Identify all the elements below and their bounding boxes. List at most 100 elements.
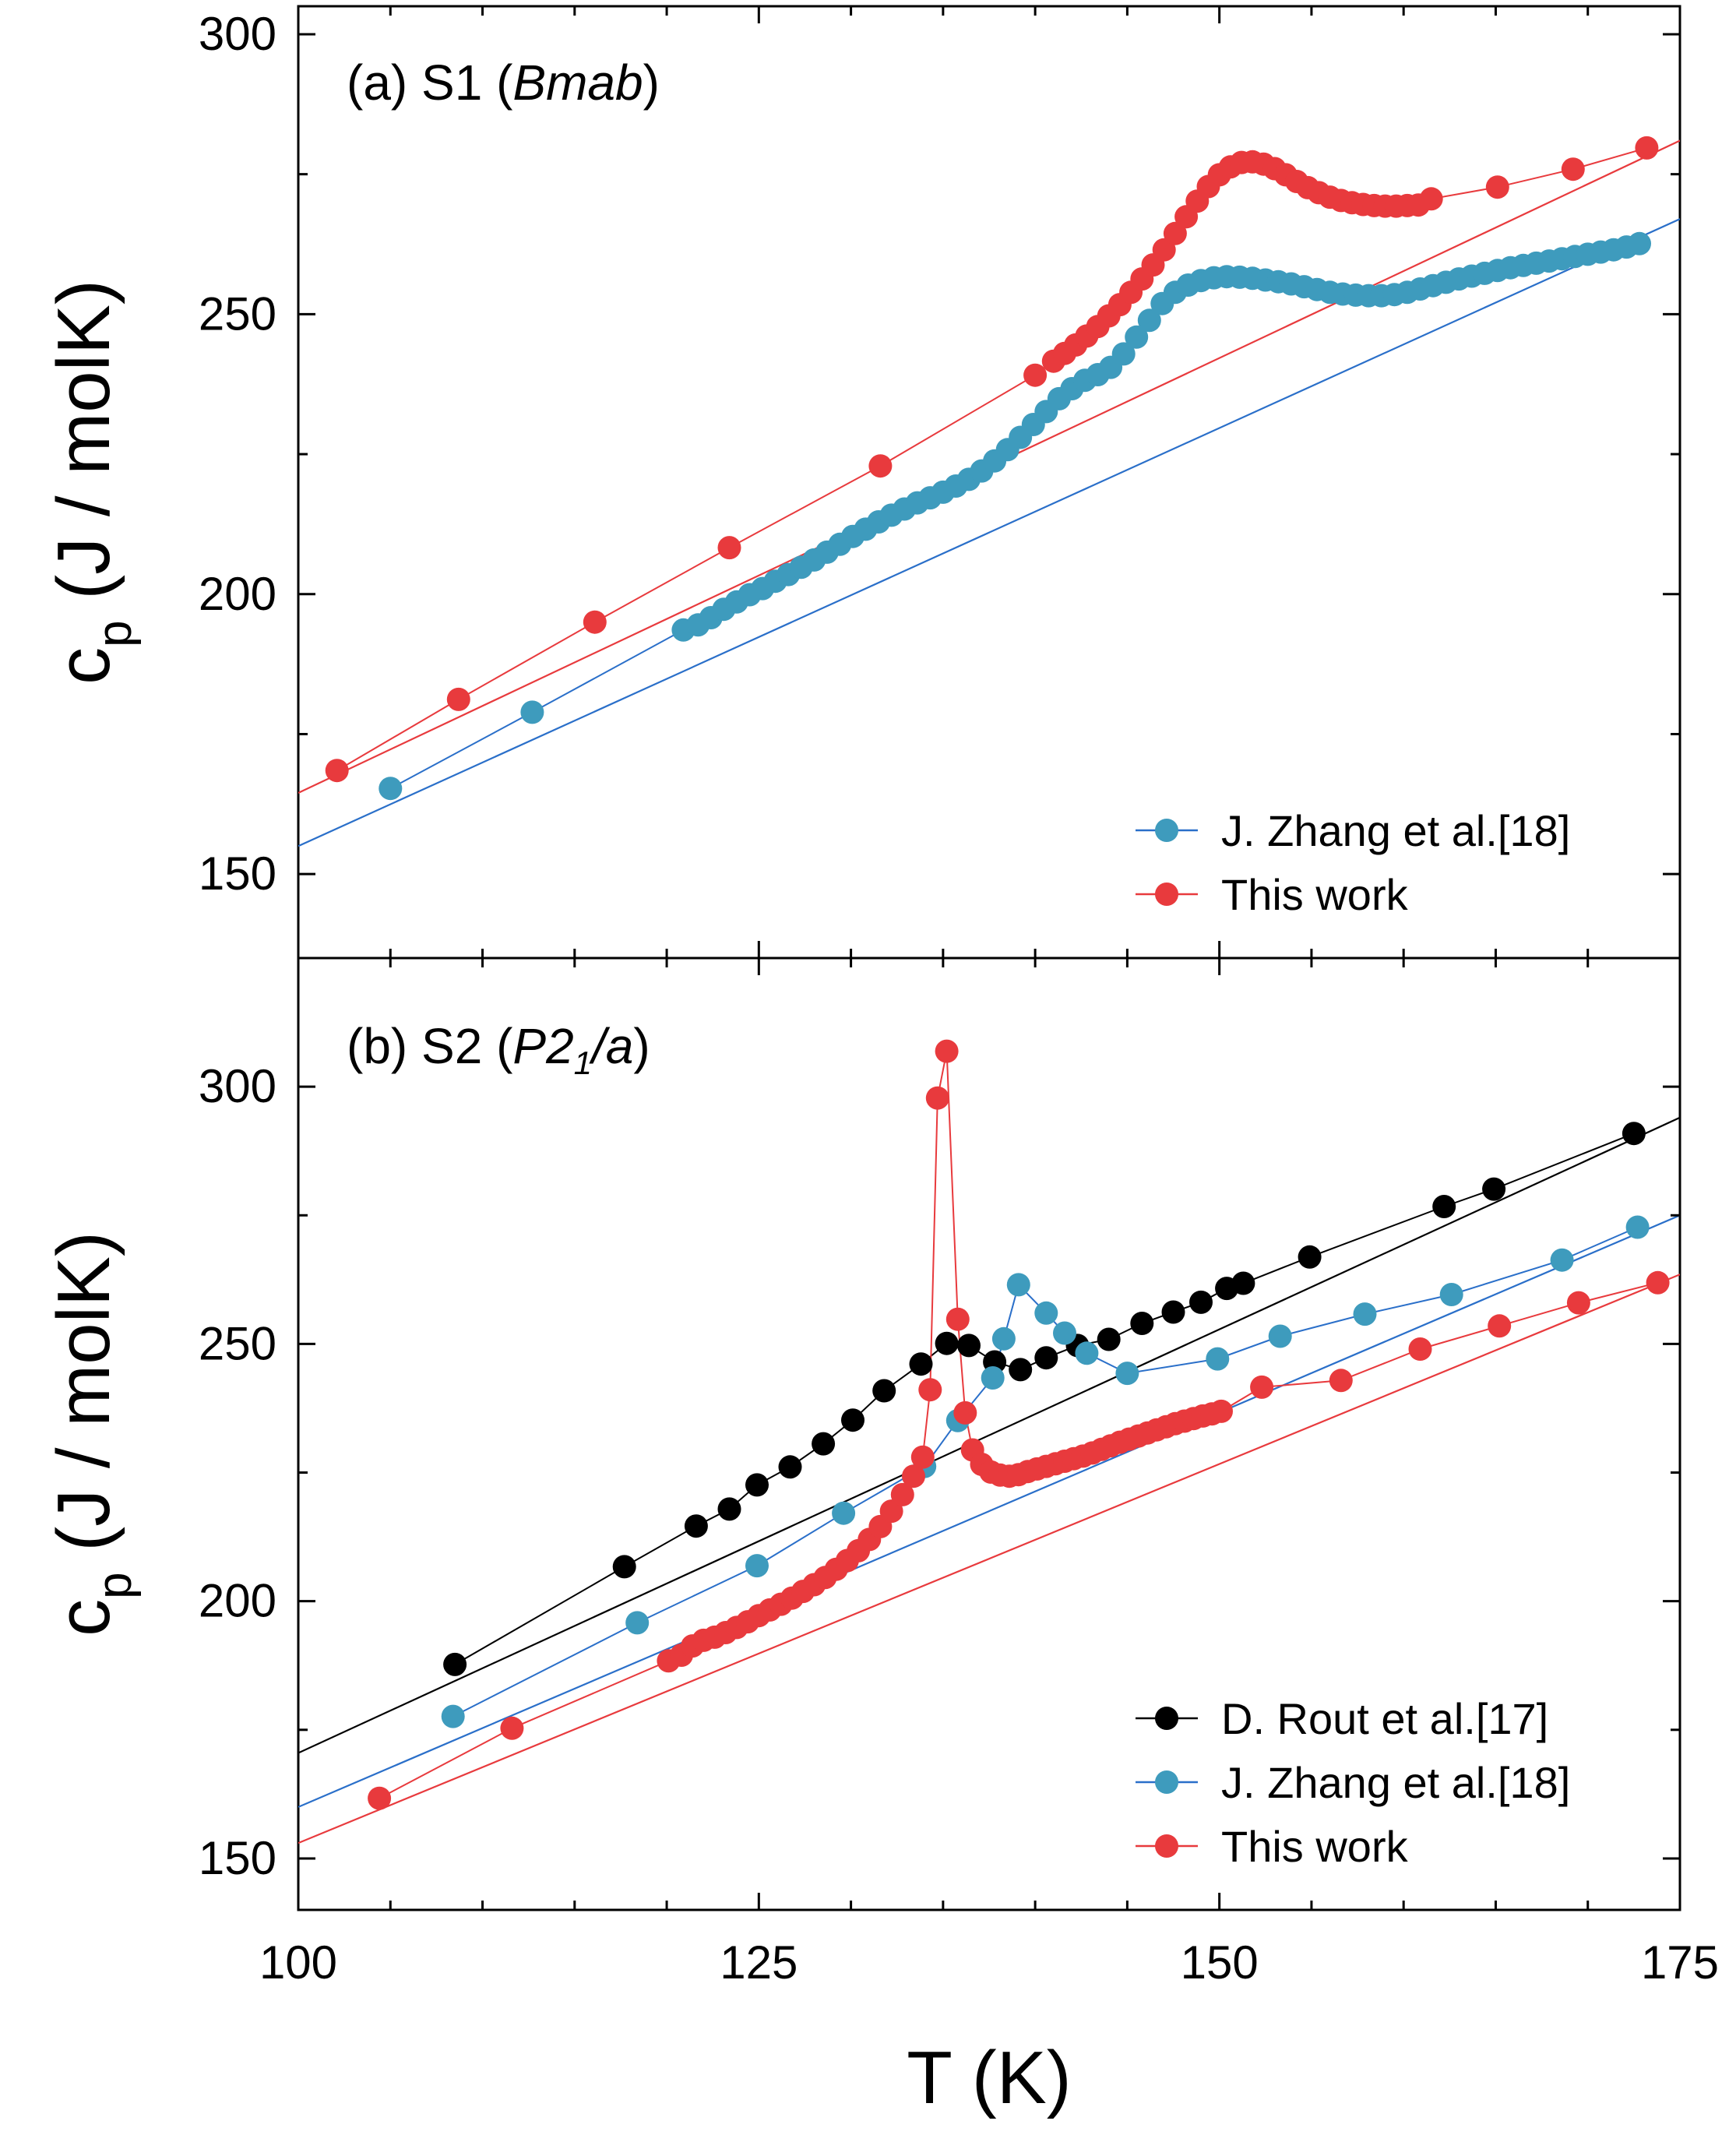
- data-point-rout: [957, 1333, 981, 1358]
- data-point-thiswork: [1408, 1337, 1432, 1361]
- data-point-zhang: [1034, 1301, 1058, 1325]
- legend-label-rout: D. Rout et al.[17]: [1221, 1694, 1548, 1743]
- data-point-rout: [812, 1432, 836, 1456]
- y-tick-label: 150: [199, 847, 276, 900]
- data-point-thiswork: [1250, 1375, 1274, 1399]
- x-axis: 100 125 150 175: [259, 1936, 1719, 1989]
- legend-label-thiswork: This work: [1221, 870, 1409, 919]
- data-point-zhang: [520, 700, 544, 724]
- data-point-zhang: [441, 1704, 465, 1728]
- data-point-zhang: [1268, 1324, 1292, 1348]
- data-point-thiswork: [1561, 157, 1585, 181]
- data-point-rout: [1298, 1245, 1322, 1269]
- data-point-rout: [909, 1352, 933, 1376]
- data-point-rout: [872, 1379, 896, 1403]
- data-point-thiswork: [918, 1378, 942, 1402]
- data-point-thiswork: [890, 1482, 914, 1506]
- data-point-thiswork: [325, 759, 349, 783]
- data-point-zhang: [1439, 1283, 1463, 1306]
- data-point-thiswork: [945, 1307, 970, 1331]
- series-line-rout: [454, 1133, 1635, 1665]
- legend-label-zhang: J. Zhang et al.[18]: [1221, 1758, 1570, 1807]
- data-point-thiswork: [910, 1445, 935, 1469]
- data-point-rout: [1097, 1327, 1121, 1351]
- y-tick-label: 300: [199, 1060, 276, 1112]
- panel-b-frame: [297, 957, 1681, 1911]
- data-point-thiswork: [500, 1716, 524, 1740]
- data-point-thiswork: [446, 687, 470, 711]
- panel-b-legend: D. Rout et al.[17] J. Zhang et al.[18] Thi…: [1136, 1694, 1570, 1871]
- x-axis-title: T (K): [907, 2036, 1072, 2119]
- data-point-zhang: [832, 1501, 856, 1525]
- panel-a: 150 200 250 300 (a) S1 (Bmab) J. Zhang et a…: [199, 5, 1681, 960]
- data-point-thiswork: [925, 1086, 949, 1110]
- data-point-zhang: [1625, 1215, 1650, 1239]
- data-point-thiswork: [953, 1400, 977, 1425]
- data-point-thiswork: [583, 610, 607, 634]
- data-point-rout: [717, 1497, 741, 1521]
- data-point-zhang: [1550, 1248, 1574, 1272]
- series-line-zhang: [389, 242, 1640, 790]
- data-point-thiswork: [1485, 175, 1509, 199]
- data-point-thiswork: [879, 1499, 903, 1524]
- data-point-rout: [684, 1514, 708, 1538]
- data-point-rout: [443, 1652, 467, 1676]
- data-point-zhang: [1053, 1321, 1076, 1345]
- data-point-thiswork: [1023, 363, 1048, 387]
- data-point-zhang: [1075, 1341, 1099, 1365]
- data-point-zhang: [1137, 308, 1161, 333]
- data-point-thiswork: [1635, 136, 1659, 160]
- y-axis-title-b: cp (J / molK): [42, 1231, 142, 1636]
- data-point-thiswork: [1210, 1399, 1233, 1423]
- fit-line-zhang: [298, 218, 1680, 847]
- data-point-thiswork: [368, 1786, 392, 1810]
- data-point-zhang: [625, 1611, 650, 1635]
- data-point-thiswork: [935, 1039, 959, 1063]
- data-point-rout: [1432, 1195, 1456, 1218]
- data-point-rout: [1009, 1358, 1033, 1382]
- y-tick-label: 200: [199, 1575, 276, 1627]
- data-point-thiswork: [1419, 187, 1443, 211]
- data-point-rout: [935, 1331, 959, 1355]
- data-point-rout: [778, 1455, 802, 1479]
- data-point-zhang: [1353, 1302, 1377, 1326]
- data-point-rout: [1482, 1177, 1506, 1201]
- data-point-rout: [1161, 1300, 1185, 1324]
- data-point-zhang: [745, 1554, 769, 1578]
- data-point-zhang: [1206, 1347, 1230, 1371]
- data-point-zhang: [379, 777, 403, 801]
- panel-b-title: (b) S2 (P21/a): [347, 1018, 650, 1081]
- data-point-zhang: [991, 1326, 1016, 1351]
- legend-marker-zhang: [1155, 819, 1178, 842]
- legend-marker-thiswork: [1155, 1834, 1178, 1858]
- data-point-zhang: [1115, 1362, 1139, 1386]
- data-point-rout: [1034, 1346, 1058, 1370]
- data-point-zhang: [1125, 325, 1149, 349]
- x-tick-label: 150: [1181, 1936, 1259, 1989]
- data-point-zhang: [1111, 342, 1136, 366]
- data-point-rout: [1231, 1271, 1255, 1295]
- data-point-zhang: [981, 1366, 1005, 1390]
- panel-b: 150 200 250 300 (b) S2 (P21/a) D. Rout et a…: [199, 957, 1681, 1911]
- data-point-thiswork: [1163, 221, 1187, 245]
- data-point-rout: [1130, 1312, 1154, 1335]
- y-tick-label: 300: [199, 8, 276, 60]
- fit-line-zhang: [298, 1214, 1680, 1808]
- data-point-rout: [841, 1408, 864, 1432]
- data-point-rout: [1189, 1290, 1213, 1314]
- data-point-thiswork: [902, 1464, 925, 1489]
- data-point-zhang: [1628, 231, 1651, 255]
- y-tick-label: 200: [199, 568, 276, 620]
- data-point-rout: [612, 1555, 636, 1579]
- fit-line-rout: [298, 1116, 1680, 1754]
- data-point-thiswork: [868, 454, 893, 478]
- legend-label-zhang: J. Zhang et al.[18]: [1221, 806, 1570, 855]
- panel-a-legend: J. Zhang et al.[18] This work: [1136, 806, 1570, 919]
- legend-label-thiswork: This work: [1221, 1822, 1409, 1871]
- data-point-thiswork: [717, 536, 741, 560]
- x-tick-label: 125: [720, 1936, 798, 1989]
- data-point-thiswork: [1329, 1369, 1353, 1393]
- data-point-rout: [1622, 1122, 1646, 1146]
- fit-line-thiswork: [298, 1274, 1680, 1844]
